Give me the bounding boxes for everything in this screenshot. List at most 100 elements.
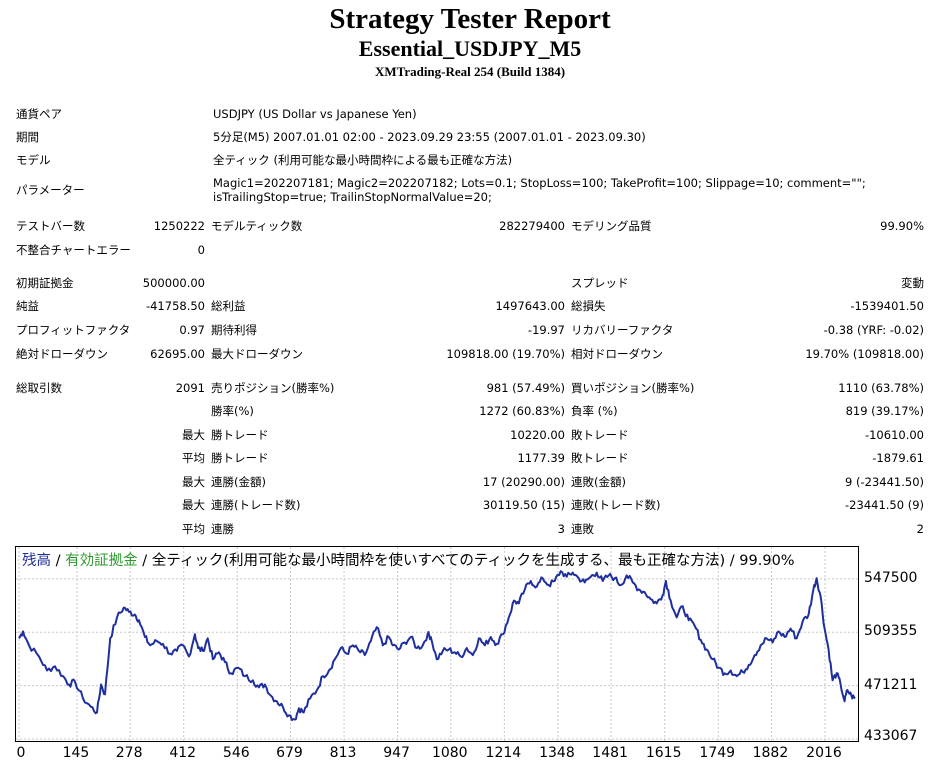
x-tick-label: 0 — [16, 745, 26, 761]
gross-loss-value: -1539401.50 — [850, 299, 924, 313]
gross-loss-label: 総損失 — [571, 299, 606, 313]
long-value: 1110 (63.78%) — [838, 381, 924, 395]
x-tick-label: 947 — [383, 745, 410, 761]
net-value: -41758.50 — [145, 299, 205, 313]
server-info: XMTrading-Real 254 (Build 1384) — [374, 64, 566, 79]
avg-win-value: 1177.39 — [517, 451, 565, 465]
balance-chart — [15, 546, 859, 742]
trades-value: 2091 — [175, 381, 205, 395]
legend-description: 全ティック(利用可能な最小時間枠を使いすべてのティックを生成する、最も正確な方法… — [151, 553, 795, 569]
chart-legend: 残高 / 有効証拠金 / 全ティック(利用可能な最小時間枠を使いすべてのティック… — [22, 552, 795, 570]
y-tick-label: 433067 — [864, 728, 918, 744]
symbol-label: 通貨ペア — [16, 107, 62, 121]
avg-cons-wins-value: 3 — [557, 522, 565, 536]
info-row-params: パラメーター Magic1=202207181; Magic2=20220718… — [0, 176, 940, 206]
avg-prefix: 平均 — [182, 522, 205, 536]
legend-balance: 残高 — [22, 553, 51, 569]
report-subtitle: Essential_USDJPY_M5 — [358, 36, 582, 61]
cons-loss-money-value: 9 (-23441.50) — [845, 475, 924, 489]
legend-equity: 有効証拠金 — [65, 553, 138, 569]
ticks-value: 282279400 — [499, 219, 565, 233]
model-value: 全ティック (利用可能な最小時間枠による最も正確な方法) — [213, 153, 513, 167]
params-label: パラメーター — [16, 183, 85, 197]
expected-label: 期待利得 — [211, 323, 257, 337]
y-tick-label: 509355 — [864, 623, 918, 640]
x-tick-label: 1214 — [485, 745, 522, 761]
short-value: 981 (57.49%) — [486, 381, 565, 395]
max-prefix: 最大 — [182, 475, 205, 489]
x-tick-label: 679 — [276, 745, 303, 761]
win-rate-label: 勝率(%) — [211, 404, 254, 418]
avg-loss-value: -1879.61 — [872, 451, 924, 465]
model-label: モデル — [16, 153, 51, 167]
long-label: 買いポジション(勝率%) — [571, 381, 695, 395]
quality-value: 99.90% — [880, 219, 924, 233]
period-label: 期間 — [16, 130, 39, 144]
bars-value: 1250222 — [153, 219, 205, 233]
avg-cons-wins-label: 連勝 — [211, 522, 234, 536]
max-dd-label: 最大ドローダウン — [211, 347, 303, 361]
rel-dd-value: 19.70% (109818.00) — [805, 347, 924, 361]
gross-profit-value: 1497643.00 — [495, 299, 565, 313]
max-loss-label: 敗トレード — [571, 428, 629, 442]
deposit-label: 初期証拠金 — [16, 276, 74, 290]
avg-prefix: 平均 — [182, 451, 205, 465]
chart-plot — [16, 547, 858, 741]
gross-profit-label: 総利益 — [211, 299, 246, 313]
cons-profit-label: 連勝(トレード数) — [211, 498, 301, 512]
loss-rate-label: 負率 (%) — [571, 404, 618, 418]
x-tick-label: 813 — [329, 745, 357, 761]
cons-wins-money-value: 17 (20290.00) — [482, 475, 565, 489]
recovery-label: リカバリーファクタ — [571, 323, 674, 337]
errors-value: 0 — [197, 243, 205, 257]
y-tick-label: 471211 — [864, 676, 918, 693]
report-title: Strategy Tester Report — [329, 3, 611, 35]
expected-value: -19.97 — [527, 323, 565, 337]
cons-loss-trades-label: 連敗(トレード数) — [571, 498, 661, 512]
x-tick-label: 278 — [115, 745, 143, 761]
net-label: 純益 — [16, 299, 39, 313]
errors-label: 不整合チャートエラー — [16, 243, 131, 257]
quality-label: モデリング品質 — [571, 219, 652, 233]
x-tick-label: 546 — [222, 745, 250, 761]
rel-dd-label: 相対ドローダウン — [571, 347, 663, 361]
x-tick-label: 1749 — [699, 745, 736, 761]
x-tick-label: 2016 — [806, 745, 842, 761]
avg-cons-losses-value: 2 — [916, 522, 924, 536]
recovery-value: -0.38 (YRF: -0.02) — [823, 323, 924, 337]
balance-series-line — [18, 570, 856, 721]
spread-label: スプレッド — [571, 276, 629, 290]
max-loss-value: -10610.00 — [864, 428, 924, 442]
spread-value: 変動 — [901, 276, 924, 290]
max-prefix: 最大 — [182, 428, 205, 442]
legend-separator: / — [137, 553, 152, 569]
cons-profit-value: 30119.50 (15) — [482, 498, 565, 512]
deposit-value: 500000.00 — [142, 276, 205, 290]
x-tick-label: 145 — [62, 745, 90, 761]
loss-rate-value: 819 (39.17%) — [845, 404, 924, 418]
pf-label: プロフィットファクタ — [16, 323, 131, 337]
bars-label: テストバー数 — [16, 219, 85, 233]
period-value: 5分足(M5) 2007.01.01 02:00 - 2023.09.29 23… — [213, 130, 646, 144]
abs-dd-label: 絶対ドローダウン — [16, 347, 108, 361]
max-win-label: 勝トレード — [211, 428, 269, 442]
params-value: Magic1=202207181; Magic2=202207182; Lots… — [213, 176, 866, 204]
x-tick-label: 1348 — [539, 745, 575, 761]
trades-label: 総取引数 — [16, 381, 62, 395]
pf-value: 0.97 — [179, 323, 205, 337]
x-tick-label: 1615 — [645, 745, 682, 761]
avg-win-label: 勝トレード — [211, 451, 269, 465]
cons-loss-trades-value: -23441.50 (9) — [845, 498, 924, 512]
legend-separator: / — [51, 553, 66, 569]
win-rate-value: 1272 (60.83%) — [479, 404, 565, 418]
avg-cons-losses-label: 連敗 — [571, 522, 594, 536]
x-tick-label: 1481 — [592, 745, 628, 761]
ticks-label: モデルティック数 — [211, 219, 303, 233]
cons-loss-money-label: 連敗(金額) — [571, 475, 626, 489]
max-prefix: 最大 — [182, 498, 205, 512]
max-dd-value: 109818.00 (19.70%) — [446, 347, 565, 361]
avg-loss-label: 敗トレード — [571, 451, 629, 465]
abs-dd-value: 62695.00 — [150, 347, 205, 361]
x-tick-label: 1882 — [752, 745, 789, 761]
x-tick-label: 412 — [169, 745, 197, 761]
